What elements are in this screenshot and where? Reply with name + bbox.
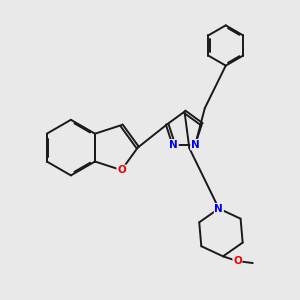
- Text: N: N: [214, 204, 223, 214]
- Text: N: N: [191, 140, 200, 150]
- Text: N: N: [169, 140, 178, 150]
- Text: O: O: [233, 256, 242, 266]
- Text: O: O: [117, 165, 126, 175]
